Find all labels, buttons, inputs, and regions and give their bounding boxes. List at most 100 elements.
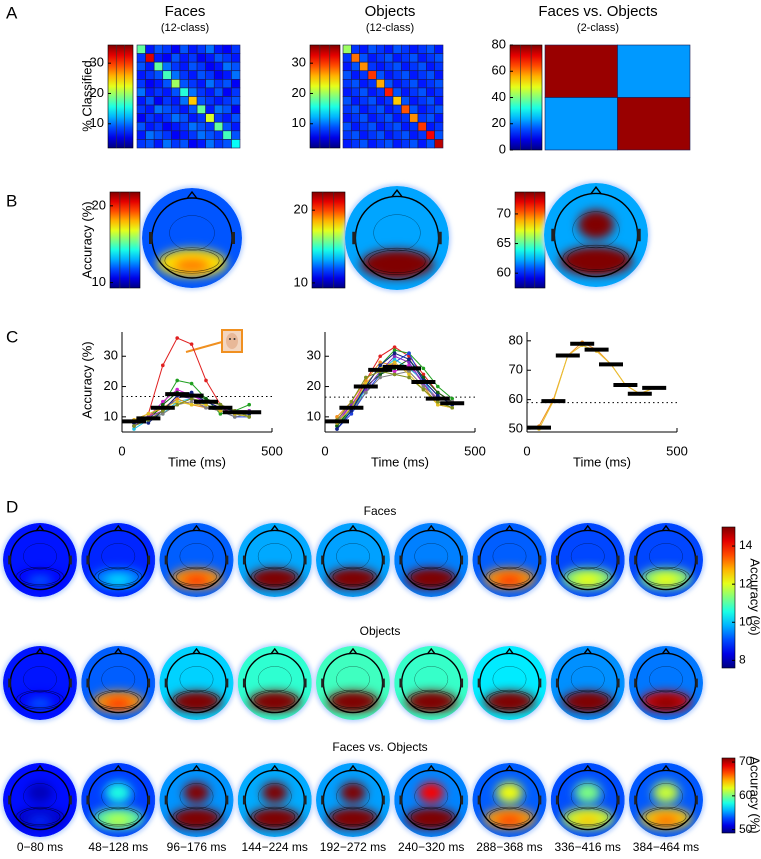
ear [460,678,464,688]
ear [616,555,620,565]
colorbar-tick-label: 60 [492,63,506,78]
panel-label: D [6,497,18,516]
matrix-cell [426,53,435,63]
matrix-cell [145,96,155,106]
matrix-cell [136,139,146,149]
chart-subtitle: (12-class) [366,22,414,34]
ear [551,228,555,242]
topomap [159,646,234,720]
topomap [472,646,547,720]
ear [382,555,385,565]
matrix-cell [417,87,427,97]
chart-subtitle: (12-class) [161,22,209,34]
matrix-cell [205,61,215,72]
matrix-cell [617,97,691,151]
topomap-blob-core [574,575,601,586]
matrix-cell [196,130,206,140]
matrix-cell [145,121,155,132]
contour [101,783,136,810]
matrix-cell [136,113,146,123]
matrix-cell [188,61,198,72]
nose [661,524,671,532]
matrix-cell [367,87,377,97]
contour [101,543,136,570]
ear [460,555,464,565]
matrix-cell [145,104,155,114]
contour [254,568,296,585]
matrix-cell [434,53,444,63]
colorbar [311,191,346,289]
matrix-cell [401,113,410,123]
matrix-cell [342,121,352,132]
matrix-cell [145,139,155,149]
topomap-blob-core [183,698,210,709]
ear [555,795,559,805]
contour [414,666,449,693]
matrix-cell [213,87,224,97]
time-label: 48−128 ms [88,840,148,854]
series-point [378,354,383,359]
matrix-cell [376,79,385,89]
y-tick-label: 30 [307,348,321,363]
colorbar-tick-label: 20 [90,85,104,100]
nose [192,764,201,772]
series-point [392,345,397,349]
matrix-cell [392,121,402,132]
series-point [436,384,440,389]
topomap-blob-core [105,575,132,586]
x-axis-label: Time (ms) [168,454,226,469]
matrix-cell [392,79,402,89]
matrix-cell [205,53,215,63]
ear [634,555,637,565]
matrix-cell [359,104,369,114]
matrix-cell [222,87,232,97]
contour [169,215,215,251]
contour [492,666,527,693]
contour [336,543,370,570]
series-point [132,427,136,431]
series-point [450,405,455,410]
matrix-cell [351,113,360,123]
topomap-blob-core [261,575,288,586]
x-tick-label: 500 [261,443,283,458]
matrix-cell [153,70,164,80]
ear [382,795,385,805]
matrix-cell [162,87,172,97]
matrix-cell [153,87,164,97]
matrix-cell [417,79,427,89]
contour [179,543,214,570]
series-point [233,415,237,419]
chart-title: Faces [165,3,206,20]
topomap [394,646,469,720]
matrix-cell [417,96,427,106]
contour [485,689,534,710]
series-point [407,375,411,380]
series-point [175,378,179,383]
row-title: Objects [360,624,401,638]
matrix-cell [213,61,224,72]
contour [16,806,64,827]
matrix-cell [136,87,146,97]
topomap-blob-core [27,575,53,586]
colorbar-tick-label: 70 [497,205,511,220]
contour [489,691,530,708]
matrix-cell [367,96,377,106]
contour [562,244,630,272]
contour [179,783,214,810]
matrix-cell [409,121,419,132]
topomap [629,646,703,720]
matrix-cell [351,61,360,72]
topomap-blob-core [418,815,445,826]
topomap-blob-core [574,698,601,709]
nose [35,764,45,772]
contour [254,808,296,825]
contour [410,691,452,708]
matrix-cell [222,139,232,149]
matrix-cell [351,121,360,132]
contour [645,808,687,825]
matrix-cell [544,44,618,98]
ear [695,795,698,805]
matrix-cell [351,130,360,140]
ear [382,678,385,688]
topomap-blob-core [577,256,615,271]
